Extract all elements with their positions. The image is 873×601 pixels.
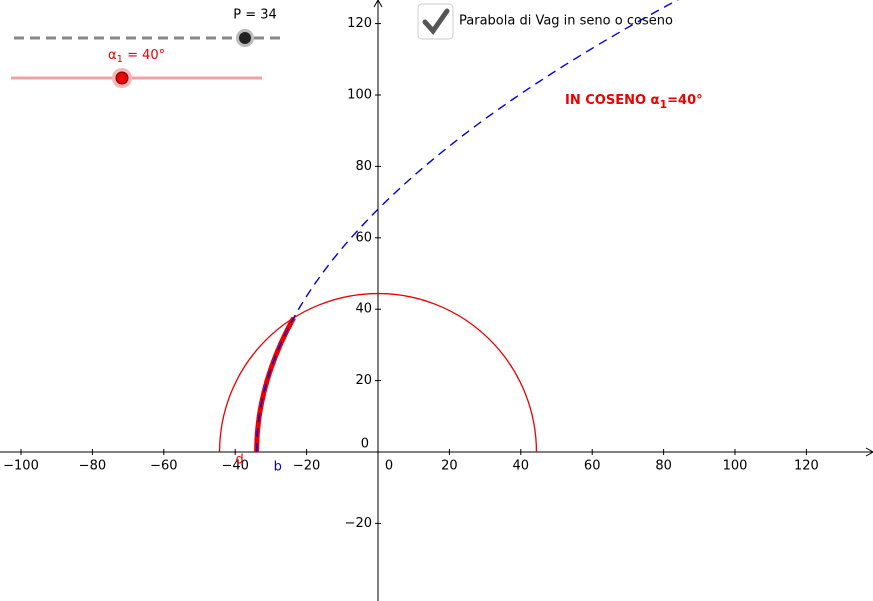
x-tick-label: 40 [513, 459, 530, 474]
point-label: b [274, 460, 282, 475]
y-tick-label: −20 [345, 516, 372, 531]
annotation-part: =40° [667, 93, 702, 108]
slider-label: P = 34 [233, 8, 277, 23]
y-tick-label: 60 [355, 230, 372, 245]
x-tick-label: −20 [293, 459, 320, 474]
x-tick-label: −100 [3, 459, 39, 474]
slider-alpha[interactable]: α1 = 40° [11, 48, 262, 89]
slider-knob[interactable] [115, 71, 129, 85]
x-tick-label: −40 [221, 459, 248, 474]
label-part: 1 [117, 54, 123, 65]
point-label: d [236, 453, 244, 468]
label-part: α [108, 48, 117, 63]
y-tick-label: 20 [355, 373, 372, 388]
circle-arc [218, 292, 538, 453]
annotation-part: IN COSENO α [565, 93, 660, 108]
x-tick-label: −80 [79, 459, 106, 474]
slider-p[interactable]: P = 34 [14, 8, 285, 48]
x-tick-label: 100 [723, 459, 748, 474]
annotation: IN COSENO α1=40° [565, 93, 703, 112]
arc-segment [254, 316, 296, 452]
checkbox-label: Parabola di Vag in seno o coseno [459, 14, 673, 29]
y-tick-label: 80 [355, 159, 372, 174]
y-tick-label: 120 [347, 16, 372, 31]
check-mark [422, 8, 450, 36]
x-tick-label: −60 [150, 459, 177, 474]
x-tick-label: 0 [385, 459, 393, 474]
axis-arrows [373, 0, 873, 457]
label-part: = 40° [123, 48, 165, 63]
x-tick-label: 80 [655, 459, 672, 474]
y-tick-label: 40 [355, 302, 372, 317]
slider-knob[interactable] [239, 32, 251, 44]
x-tick-label: 120 [794, 459, 819, 474]
checkbox[interactable]: Parabola di Vag in seno o coseno [417, 3, 673, 40]
y-tick-label: 100 [347, 88, 372, 103]
x-tick-label: 20 [441, 459, 458, 474]
annotation-part: 1 [659, 98, 667, 111]
parabola [255, 0, 679, 453]
slider-label: α1 = 40° [108, 48, 165, 66]
origin-label: 0 [361, 437, 369, 452]
x-tick-label: 60 [584, 459, 601, 474]
